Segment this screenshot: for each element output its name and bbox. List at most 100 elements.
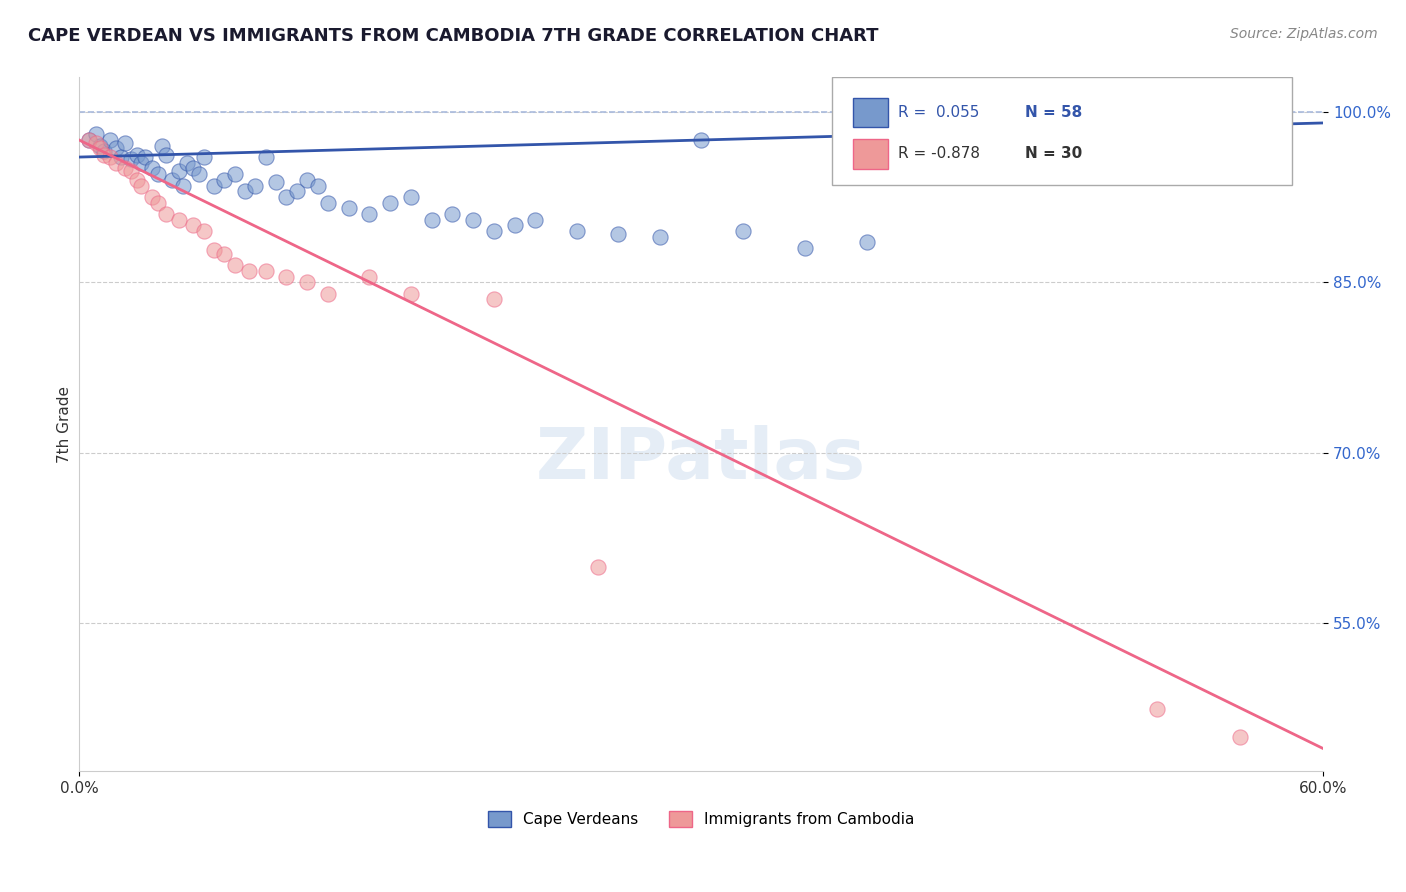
FancyBboxPatch shape (832, 78, 1292, 185)
Point (146, 195, 169, 210)
Point (793, 241, 815, 255)
Point (586, 559, 609, 574)
Text: ZIPatlas: ZIPatlas (536, 425, 866, 493)
Point (105, 141, 128, 155)
Point (524, 212, 547, 227)
Point (503, 219, 526, 233)
Point (84, 128, 107, 142)
Point (172, 178, 194, 193)
Point (105, 155, 128, 169)
Point (89, 141, 111, 155)
Legend: Cape Verdeans, Immigrants from Cambodia: Cape Verdeans, Immigrants from Cambodia (482, 805, 921, 833)
Point (276, 190, 298, 204)
Point (79, 133, 101, 147)
Point (127, 148, 149, 162)
Point (307, 178, 329, 193)
Point (98, 133, 121, 147)
Point (648, 229, 671, 244)
Point (399, 286, 422, 301)
Point (607, 227, 630, 242)
Point (285, 184, 308, 198)
Point (276, 269, 298, 284)
Text: CAPE VERDEAN VS IMMIGRANTS FROM CAMBODIA 7TH GRADE CORRELATION CHART: CAPE VERDEAN VS IMMIGRANTS FROM CAMBODIA… (28, 27, 879, 45)
Bar (853, 97, 887, 128)
Point (114, 136, 136, 151)
Point (233, 184, 256, 198)
Point (337, 201, 360, 215)
Point (690, 133, 713, 147)
Point (224, 167, 246, 181)
Point (214, 173, 236, 187)
Point (359, 269, 381, 284)
Point (181, 161, 204, 176)
Point (114, 161, 136, 176)
Point (731, 224, 754, 238)
Point (939, 138, 962, 153)
Point (254, 150, 277, 164)
Point (155, 148, 177, 162)
Text: R =  0.055: R = 0.055 (898, 104, 979, 120)
Point (316, 286, 339, 301)
Point (89, 138, 111, 153)
Point (1271, 138, 1294, 153)
Point (162, 173, 184, 187)
Point (482, 224, 505, 238)
Point (245, 178, 267, 193)
Point (224, 258, 246, 272)
Point (202, 178, 225, 193)
Point (155, 207, 177, 221)
Point (146, 167, 169, 181)
Text: R = -0.878: R = -0.878 (898, 146, 980, 161)
Point (214, 246, 236, 260)
Point (167, 163, 190, 178)
Point (110, 150, 132, 164)
Point (127, 173, 149, 187)
Point (176, 155, 198, 169)
Point (420, 212, 443, 227)
Point (399, 190, 422, 204)
Point (120, 153, 142, 167)
Bar (853, 139, 887, 169)
Point (482, 292, 505, 306)
Point (980, 133, 1002, 147)
Point (565, 224, 588, 238)
Point (254, 264, 277, 278)
Point (856, 235, 879, 250)
Text: N = 30: N = 30 (1025, 146, 1083, 161)
Point (141, 161, 163, 176)
Point (167, 212, 190, 227)
Text: Source: ZipAtlas.com: Source: ZipAtlas.com (1230, 27, 1378, 41)
Point (131, 178, 153, 193)
Point (1063, 133, 1085, 147)
Point (120, 163, 142, 178)
Point (93, 148, 115, 162)
Point (93, 145, 115, 159)
Y-axis label: 7th Grade: 7th Grade (58, 386, 72, 463)
Point (150, 138, 173, 153)
Point (297, 173, 319, 187)
Point (134, 150, 156, 164)
Point (897, 133, 920, 147)
Point (441, 207, 464, 221)
Point (181, 219, 204, 233)
Point (98, 150, 121, 164)
Point (202, 244, 225, 258)
Point (188, 167, 211, 181)
Point (461, 212, 484, 227)
Point (193, 150, 215, 164)
Point (359, 207, 381, 221)
Point (131, 155, 153, 169)
Point (1229, 730, 1251, 744)
Point (238, 264, 260, 278)
Point (84, 136, 107, 151)
Point (1146, 133, 1168, 147)
Point (193, 224, 215, 238)
Point (316, 195, 339, 210)
Point (378, 195, 401, 210)
Text: N = 58: N = 58 (1025, 104, 1083, 120)
Point (1146, 702, 1168, 716)
Point (297, 275, 319, 289)
Point (79, 133, 101, 147)
Point (264, 175, 287, 189)
Point (141, 190, 163, 204)
